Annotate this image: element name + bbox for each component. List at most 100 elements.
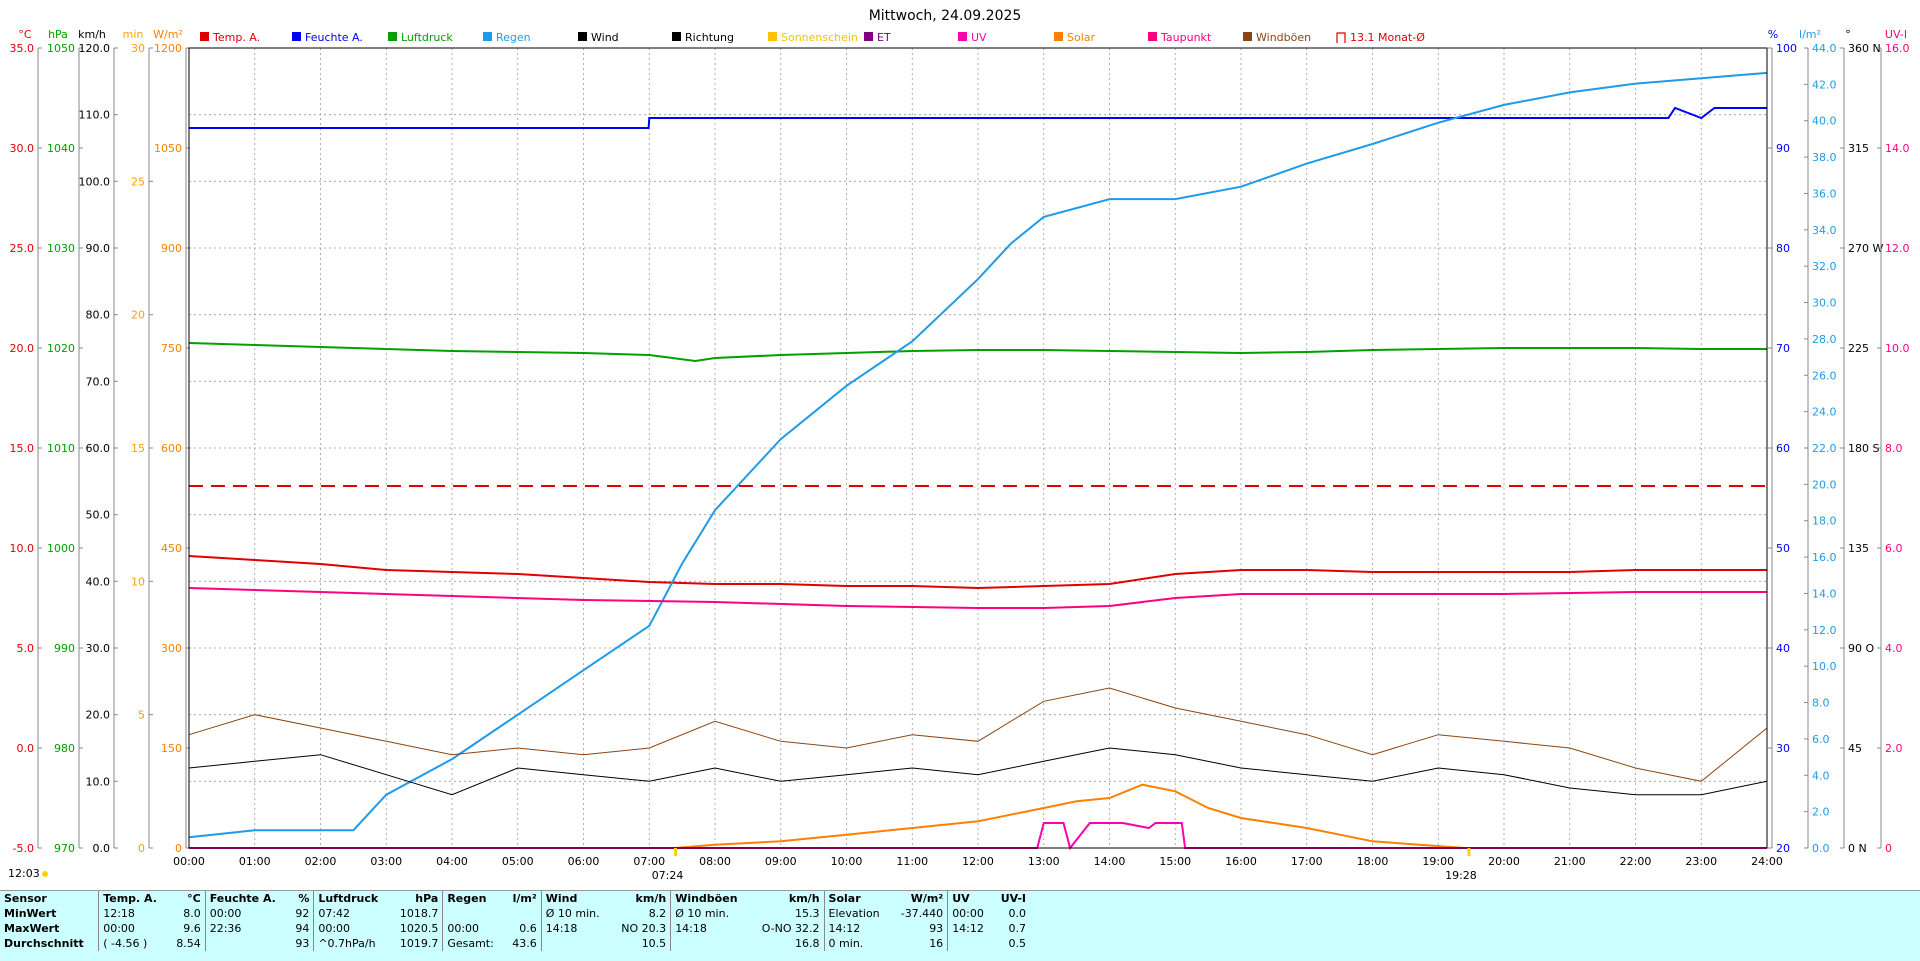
time-axis: 00:00 01:00 02:00 03:00 04:00 05:00 06:00 07:00… (173, 855, 1783, 868)
hdr-press: Luftdruck (313, 891, 391, 906)
rain-tick-label: 16.0 (1812, 551, 1837, 564)
hum-tick-label: 30 (1776, 742, 1790, 755)
series-line-regen (188, 71, 1768, 839)
time-tick-label: 20:00 (1488, 855, 1520, 868)
hdr-rain: Regen (442, 891, 505, 906)
legend-swatch (672, 32, 681, 41)
time-tick-label: 18:00 (1357, 855, 1389, 868)
solar-tick-label: 600 (161, 442, 182, 455)
uv-time: 00:00 (947, 906, 993, 921)
uv-tick-label: 2.0 (1885, 742, 1903, 755)
gust-time (670, 936, 750, 951)
temp-tick-label: 5.0 (17, 642, 35, 655)
legend-label: UV (971, 31, 987, 44)
time-tick-label: 22:00 (1620, 855, 1652, 868)
hum-tick-label: 70 (1776, 342, 1790, 355)
left-axes: °C35.030.025.020.015.010.05.00.0-5.0hPa1… (10, 28, 190, 855)
wind-val: 8.2 (648, 907, 667, 920)
wind-tick-label: 100.0 (79, 175, 111, 188)
time-tick-label: 21:00 (1554, 855, 1586, 868)
dir-tick-label: 270 W (1848, 242, 1883, 255)
solar-tick-label: 1050 (154, 142, 182, 155)
row-label: Durchschnitt (4, 937, 84, 950)
hdr-uv: UV (947, 891, 993, 906)
hdr-uv-unit: UV-I (1000, 892, 1026, 905)
solar-tick-label: 450 (161, 542, 182, 555)
time-tick-label: 17:00 (1291, 855, 1323, 868)
gust-val: 16.8 (795, 937, 820, 950)
rain-tick-label: 18.0 (1812, 515, 1837, 528)
rain-time (442, 906, 505, 921)
sun-tick-label: 25 (131, 175, 145, 188)
hum-tick-label: 40 (1776, 642, 1790, 655)
sun-icon (42, 871, 48, 877)
hum-tick-label: 90 (1776, 142, 1790, 155)
uv-val: 0.7 (1008, 922, 1027, 935)
wind-tick-label: 10.0 (86, 775, 111, 788)
dir-axis-unit: ° (1845, 28, 1851, 41)
rain-tick-label: 34.0 (1812, 224, 1837, 237)
wind-time: Ø 10 min. (540, 906, 611, 921)
wind-val: 10.5 (641, 937, 667, 950)
uv-val: 0.5 (1008, 937, 1027, 950)
legend-swatch (578, 32, 587, 41)
uv-tick-label: 16.0 (1885, 42, 1910, 55)
press-tick-label: 980 (54, 742, 75, 755)
legend-label: ET (877, 31, 891, 44)
time-tick-label: 05:00 (502, 855, 534, 868)
time-tick-label: 04:00 (436, 855, 468, 868)
rain-tick-label: 24.0 (1812, 406, 1837, 419)
legend-swatch (1336, 32, 1346, 43)
sun-tick-label: 0 (138, 842, 145, 855)
row-label: MaxWert (4, 922, 60, 935)
time-tick-label: 15:00 (1159, 855, 1191, 868)
wind-tick-label: 60.0 (86, 442, 111, 455)
series-line-solar (189, 783, 1767, 849)
wind-time: 14:18 (540, 921, 611, 936)
time-tick-label: 11:00 (896, 855, 928, 868)
solar-tick-label: 300 (161, 642, 182, 655)
dir-tick-label: 180 S (1848, 442, 1879, 455)
temp-tick-label: 30.0 (10, 142, 35, 155)
sun-tick-label: 10 (131, 575, 145, 588)
hdr-sensor: Sensor (4, 892, 47, 905)
temp-tick-label: 35.0 (10, 42, 35, 55)
sunrise-label: 07:24 (652, 869, 684, 882)
wind-tick-label: 0.0 (93, 842, 111, 855)
legend-label: Taupunkt (1160, 31, 1212, 44)
dir-tick-label: 225 (1848, 342, 1869, 355)
press-val: 1018.7 (399, 907, 439, 920)
uv-time: 14:12 (947, 921, 993, 936)
wind-tick-label: 90.0 (86, 242, 111, 255)
rain-tick-label: 30.0 (1812, 297, 1837, 310)
uv-axis-unit: UV-I (1885, 28, 1907, 41)
time-tick-label: 19:00 (1422, 855, 1454, 868)
plot-frame (188, 47, 1768, 849)
temp-tick-label: 15.0 (10, 442, 35, 455)
hdr-press-unit: hPa (415, 892, 439, 905)
wind-val: NO 20.3 (621, 922, 667, 935)
wind-tick-label: 20.0 (86, 709, 111, 722)
legend-label: Regen (496, 31, 531, 44)
time-tick-label: 14:00 (1094, 855, 1126, 868)
rain-tick-label: 26.0 (1812, 369, 1837, 382)
press-tick-label: 990 (54, 642, 75, 655)
sun-tick-label: 15 (131, 442, 145, 455)
solar-val: 16 (929, 937, 944, 950)
series-line-windb-en (188, 687, 1768, 782)
grid (189, 48, 1767, 848)
temp-tick-label: 25.0 (10, 242, 35, 255)
legend-swatch (483, 32, 492, 41)
legend-swatch (958, 32, 967, 41)
hdr-rain-unit: l/m² (512, 892, 537, 905)
hum-tick-label: 60 (1776, 442, 1790, 455)
hdr-temp: Temp. A. (98, 891, 169, 906)
hum-tick-label: 80 (1776, 242, 1790, 255)
legend-swatch (200, 32, 209, 41)
legend-swatch (864, 32, 873, 41)
press-axis-unit: hPa (48, 28, 68, 41)
wind-tick-label: 50.0 (86, 509, 111, 522)
solar-tick-label: 1200 (154, 42, 182, 55)
press-tick-label: 1030 (47, 242, 75, 255)
press-val: 1020.5 (399, 922, 439, 935)
